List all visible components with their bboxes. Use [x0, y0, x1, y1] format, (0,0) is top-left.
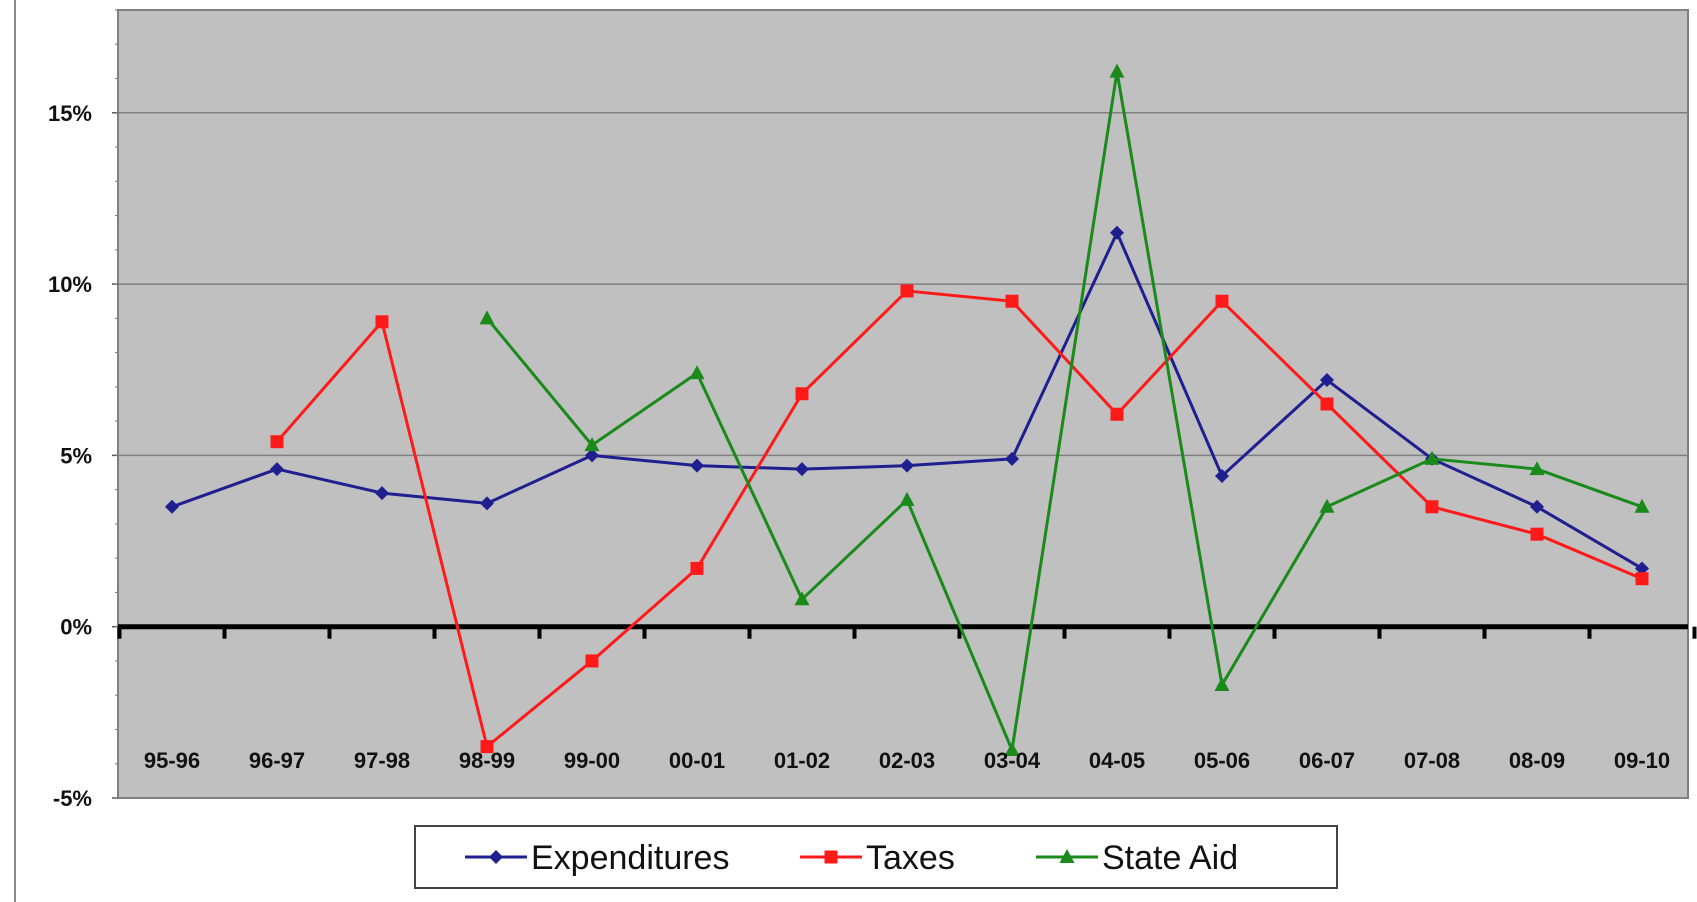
data-point-expenditures: [1215, 468, 1229, 483]
y-axis: -5% 0% 5% 10% 15%: [48, 9, 118, 811]
data-point-taxes: [900, 284, 914, 298]
data-point-taxes: [480, 740, 494, 754]
y-tick-label: 10%: [48, 272, 92, 297]
x-tick-label: 96-97: [249, 748, 305, 773]
data-point-taxes: [795, 387, 809, 401]
series-taxes: [270, 284, 1649, 754]
x-tick-label: 01-02: [774, 748, 830, 773]
data-point-expenditures: [270, 462, 284, 477]
data-point-expenditures: [900, 458, 914, 473]
x-tick-label: 95-96: [144, 748, 200, 773]
data-point-taxes: [1215, 294, 1229, 308]
data-point-expenditures: [690, 458, 704, 473]
series-expenditures: [165, 225, 1649, 576]
x-tick-label: 09-10: [1614, 748, 1670, 773]
y-tick-label: -5%: [53, 786, 92, 811]
data-point-taxes: [1530, 527, 1544, 541]
data-point-state-aid: [584, 437, 600, 452]
legend-label: State Aid: [1102, 839, 1238, 877]
data-point-expenditures: [1110, 225, 1124, 240]
data-point-taxes: [1320, 397, 1334, 411]
legend-marker-expenditures: [489, 850, 503, 864]
x-tick-labels: 95-96 96-97 97-98 98-99 99-00 00-01 01-02 02-03…: [144, 748, 1670, 773]
data-point-taxes: [1005, 294, 1019, 308]
data-point-state-aid: [1424, 450, 1440, 465]
data-point-state-aid: [794, 591, 810, 606]
data-point-state-aid: [1109, 63, 1125, 78]
data-point-expenditures: [1320, 373, 1334, 388]
legend-marker-taxes: [824, 850, 838, 864]
data-point-state-aid: [1004, 742, 1020, 757]
x-tick-label: 03-04: [984, 748, 1041, 773]
series-line-state-aid: [485, 70, 1643, 752]
legend-label: Expenditures: [531, 839, 729, 877]
legend-box: [414, 825, 1338, 889]
y-tick-label: 15%: [48, 101, 92, 126]
x-tick-label: 98-99: [459, 748, 515, 773]
data-point-state-aid: [479, 310, 495, 325]
legend-item-expenditures: Expenditures: [465, 839, 729, 877]
data-point-expenditures: [480, 496, 494, 511]
x-tick-label: 00-01: [669, 748, 725, 773]
y-tick-label: 0%: [60, 615, 92, 640]
x-tick-label: 07-08: [1404, 748, 1460, 773]
legend-label: Taxes: [866, 839, 955, 877]
x-tick-label: 05-06: [1194, 748, 1250, 773]
data-point-state-aid: [1529, 461, 1545, 476]
data-point-taxes: [375, 315, 389, 329]
data-point-state-aid: [689, 365, 705, 380]
legend-item-taxes: Taxes: [800, 839, 955, 877]
data-point-taxes: [1110, 407, 1124, 421]
series-line-taxes: [275, 289, 1643, 749]
data-point-expenditures: [795, 462, 809, 477]
data-point-expenditures: [585, 448, 599, 463]
x-tick-label: 08-09: [1509, 748, 1565, 773]
x-tick-label: 99-00: [564, 748, 620, 773]
x-tick-label: 97-98: [354, 748, 410, 773]
plot-area: [117, 9, 1689, 799]
data-point-state-aid: [899, 491, 915, 506]
legend-item-state-aid: State Aid: [1036, 839, 1238, 877]
y-tick-label: 5%: [60, 443, 92, 468]
x-tick-label: 06-07: [1299, 748, 1355, 773]
data-point-expenditures: [1530, 499, 1544, 514]
data-point-expenditures: [1635, 561, 1649, 576]
x-tick-label: 04-05: [1089, 748, 1145, 773]
data-point-taxes: [1425, 500, 1439, 514]
x-tick-label: 02-03: [879, 748, 935, 773]
data-point-expenditures: [375, 486, 389, 501]
legend: Expenditures Taxes State Aid: [414, 825, 1338, 889]
data-point-state-aid: [1214, 676, 1230, 691]
data-point-taxes: [690, 561, 704, 575]
data-point-taxes: [1635, 572, 1649, 586]
legend-marker-state-aid: [1059, 849, 1075, 863]
data-point-expenditures: [165, 499, 179, 514]
chart-frame: [14, 0, 1697, 902]
data-point-expenditures: [1005, 451, 1019, 466]
data-point-state-aid: [1319, 498, 1335, 513]
data-point-taxes: [270, 435, 284, 449]
series-state-aid: [479, 63, 1650, 757]
data-point-state-aid: [1634, 498, 1650, 513]
x-axis: [117, 624, 1697, 639]
data-point-taxes: [585, 654, 599, 668]
series-group: [165, 63, 1650, 757]
